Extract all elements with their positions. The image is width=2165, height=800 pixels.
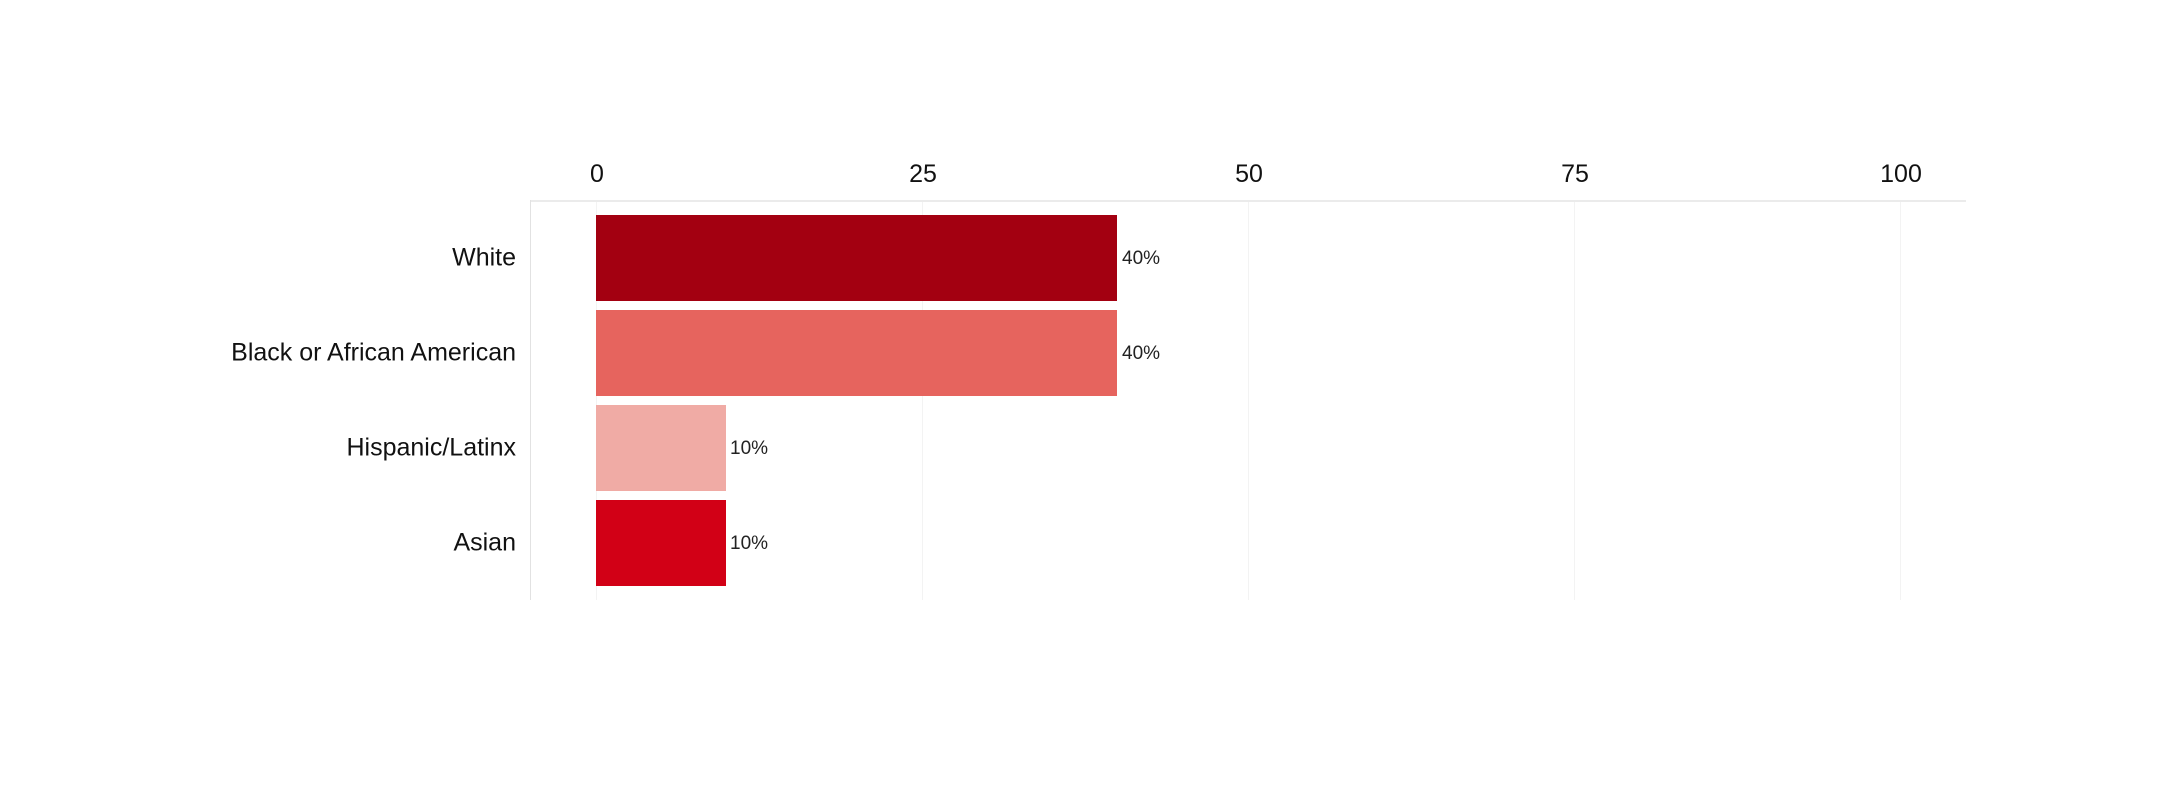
- bar-white[interactable]: [596, 215, 1117, 301]
- value-label: 40%: [1122, 248, 1161, 269]
- category-label: Hispanic/Latinx: [346, 433, 516, 462]
- x-tick-label: 75: [1561, 160, 1589, 188]
- category-label: Asian: [453, 528, 516, 557]
- gridline-0: [596, 202, 597, 600]
- gridline-100: [1900, 202, 1901, 600]
- x-tick-label: 25: [909, 160, 937, 188]
- gridline-75: [1574, 202, 1575, 600]
- x-axis-line: [530, 200, 1966, 202]
- bar-hispanic-latinx[interactable]: [596, 405, 726, 491]
- gridline-50: [1248, 202, 1249, 600]
- bar-asian[interactable]: [596, 500, 726, 586]
- category-label: Black or African American: [231, 338, 516, 367]
- x-tick-label: 0: [590, 160, 604, 188]
- gridline-25: [922, 202, 923, 600]
- category-label: White: [452, 243, 516, 272]
- value-label: 10%: [730, 533, 769, 554]
- value-label: 10%: [730, 438, 769, 459]
- value-label: 40%: [1122, 343, 1161, 364]
- bar-black-or-african-american[interactable]: [596, 310, 1117, 396]
- x-tick-label: 50: [1235, 160, 1263, 188]
- y-axis-line: [530, 200, 531, 600]
- x-tick-label: 100: [1880, 160, 1922, 188]
